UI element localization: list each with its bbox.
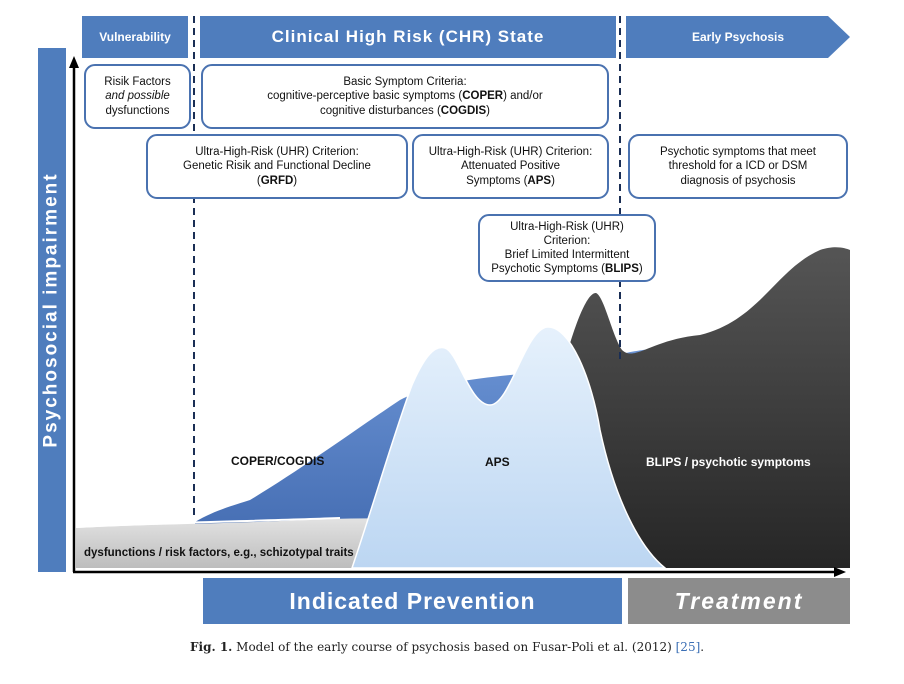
coper-cogdis-label: COPER/COGDIS — [231, 454, 325, 468]
psychotic-symptoms-label: BLIPS / psychotic symptoms — [646, 455, 811, 469]
caption-fig-number: Fig. 1. — [190, 640, 233, 654]
basic-symptom-line1: Basic Symptom Criteria: — [343, 76, 467, 89]
basic-symptom-line2c: ) and/or — [503, 90, 543, 103]
psychosis-threshold-box: Psychotic symptoms that meet threshold f… — [628, 134, 848, 199]
grfd-abbrev: GRFD — [260, 174, 294, 187]
risk-factors-line2: and possible — [105, 90, 170, 103]
y-axis-label: Psychosocial impairment — [38, 48, 66, 572]
basic-symptom-cogdis: COGDIS — [440, 104, 487, 117]
aps-line1: Ultra-High-Risk (UHR) Criterion: — [428, 146, 593, 159]
y-axis-label-text: Psychosocial impairment — [41, 172, 62, 448]
grfd-line1: Ultra-High-Risk (UHR) Criterion: — [195, 146, 359, 159]
dysfunctions-label: dysfunctions / risk factors, e.g., schiz… — [84, 547, 354, 559]
aps-area-label: APS — [485, 455, 510, 469]
aps-line3c: ) — [551, 174, 555, 187]
basic-symptom-coper: COPER — [462, 90, 504, 103]
psychosis-threshold-line2: threshold for a ICD or DSM — [668, 160, 808, 173]
grfd-line3a: ( — [256, 174, 261, 187]
aps-line3a: Symptoms ( — [466, 174, 528, 187]
grfd-line3c: ) — [293, 174, 298, 187]
risk-factors-box: Risik Factors and possible dysfunctions — [84, 64, 191, 129]
grfd-line2: Genetic Risik and Functional Decline — [183, 160, 371, 173]
basic-symptom-line3c: ) — [486, 104, 490, 117]
blips-box: Ultra-High-Risk (UHR) Criterion: Brief L… — [478, 214, 656, 282]
risk-factors-line3: dysfunctions — [105, 104, 170, 117]
aps-abbrev: APS — [527, 174, 552, 187]
phase-vulnerability-label: Vulnerability — [99, 30, 171, 44]
caption-end: . — [700, 640, 705, 654]
x-axis-arrowhead — [834, 567, 846, 577]
treatment-label: Treatment — [674, 587, 804, 614]
caption-reference-link[interactable]: [25] — [675, 640, 701, 654]
psychosis-area — [560, 247, 850, 568]
figure-caption: Fig. 1. Model of the early course of psy… — [190, 640, 704, 654]
aps-box: Ultra-High-Risk (UHR) Criterion: Attenua… — [412, 134, 609, 199]
psychosis-threshold-line3: diagnosis of psychosis — [680, 174, 796, 187]
basic-symptom-line2a: cognitive-perceptive basic symptoms ( — [267, 90, 463, 103]
psychosis-threshold-line1: Psychotic symptoms that meet — [660, 146, 816, 159]
indicated-prevention-label: Indicated Prevention — [289, 587, 536, 614]
indicated-prevention-bar: Indicated Prevention — [203, 578, 622, 624]
phase-chr-label: Clinical High Risk (CHR) State — [271, 27, 545, 46]
risk-factors-line1: Risik Factors — [104, 76, 171, 89]
baseline-line — [75, 517, 341, 528]
y-axis-arrowhead — [69, 56, 79, 68]
blips-line2: Brief Limited Intermittent — [504, 249, 630, 261]
basic-symptom-line3a: cognitive disturbances ( — [319, 104, 441, 117]
phase-chr-state: Clinical High Risk (CHR) State — [200, 16, 616, 58]
treatment-bar: Treatment — [628, 578, 850, 624]
phase-early-psychosis-label: Early Psychosis — [691, 30, 785, 44]
blips-line3a: Psychotic Symptoms ( — [491, 263, 606, 276]
blips-line1: Ultra-High-Risk (UHR) Criterion: — [510, 220, 624, 247]
basic-symptom-box: Basic Symptom Criteria: cognitive-percep… — [201, 64, 609, 129]
grfd-box: Ultra-High-Risk (UHR) Criterion: Genetic… — [146, 134, 408, 199]
phase-arrow-shape — [626, 16, 850, 58]
phase-early-psychosis: Early Psychosis — [626, 16, 850, 58]
caption-text: Model of the early course of psychosis b… — [232, 640, 676, 654]
blips-abbrev: BLIPS — [605, 263, 639, 276]
aps-line2: Attenuated Positive — [460, 160, 561, 173]
blips-line3c: ) — [638, 263, 643, 276]
aps-area — [350, 326, 668, 569]
phase-vulnerability: Vulnerability — [82, 16, 188, 58]
